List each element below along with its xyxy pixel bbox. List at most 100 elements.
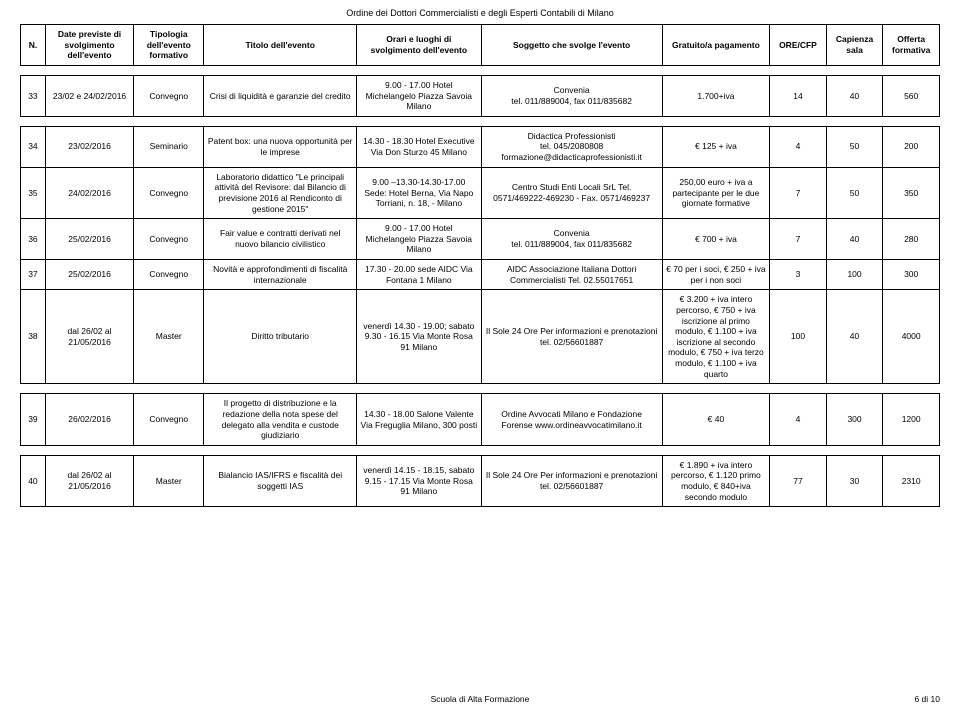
cell-date: dal 26/02 al 21/05/2016: [45, 455, 133, 507]
cell-off: 1200: [883, 394, 940, 446]
cell-orari: 9.00 –13.30-14.30-17.00 Sede: Hotel Bern…: [357, 167, 481, 219]
cell-orari: 9.00 - 17.00 Hotel Michelangelo Piazza S…: [357, 219, 481, 260]
table-row: 3926/02/2016ConvegnoIl progetto di distr…: [21, 394, 940, 446]
cell-grat: € 125 + iva: [662, 126, 770, 167]
table-row: 38dal 26/02 al 21/05/2016MasterDiritto t…: [21, 290, 940, 384]
cell-orari: 17.30 - 20.00 sede AIDC Via Fontana 1 Mi…: [357, 260, 481, 290]
cell-sogg: Il Sole 24 Ore Per informazioni e prenot…: [481, 455, 662, 507]
cell-orari: 14.30 - 18.00 Salone Valente Via Fregugl…: [357, 394, 481, 446]
cell-tipo: Seminario: [134, 126, 204, 167]
cell-n: 37: [21, 260, 46, 290]
cell-n: 38: [21, 290, 46, 384]
cell-sogg: Convenia tel. 011/889004, fax 011/835682: [481, 75, 662, 116]
cell-tipo: Convegno: [134, 260, 204, 290]
cell-grat: 250,00 euro + iva a partecipante per le …: [662, 167, 770, 219]
table-spacer: [21, 116, 940, 126]
col-titolo: Titolo dell'evento: [204, 25, 357, 66]
cell-sogg: Centro Studi Enti Locali SrL Tel. 0571/4…: [481, 167, 662, 219]
col-sogg: Soggetto che svolge l'evento: [481, 25, 662, 66]
cell-n: 40: [21, 455, 46, 507]
page-header: Ordine dei Dottori Commercialisti e degl…: [20, 8, 940, 18]
table-row: 40dal 26/02 al 21/05/2016MasterBialancio…: [21, 455, 940, 507]
cell-date: 23/02 e 24/02/2016: [45, 75, 133, 116]
cell-sogg: Convenia tel. 011/889004, fax 011/835682: [481, 219, 662, 260]
cell-titolo: Bialancio IAS/IFRS e fiscalità dei sogge…: [204, 455, 357, 507]
cell-off: 280: [883, 219, 940, 260]
cell-tipo: Convegno: [134, 75, 204, 116]
cell-sogg: Il Sole 24 Ore Per informazioni e prenot…: [481, 290, 662, 384]
cell-orari: 14.30 - 18.30 Hotel Executive Via Don St…: [357, 126, 481, 167]
cell-date: 23/02/2016: [45, 126, 133, 167]
cell-cap: 40: [826, 219, 883, 260]
col-tipo: Tipologia dell'evento formativo: [134, 25, 204, 66]
cell-grat: 1.700+iva: [662, 75, 770, 116]
cell-ore: 4: [770, 126, 827, 167]
cell-n: 39: [21, 394, 46, 446]
cell-titolo: Crisi di liquidità e garanzie del credit…: [204, 75, 357, 116]
cell-sogg: AIDC Associazione Italiana Dottori Comme…: [481, 260, 662, 290]
cell-n: 35: [21, 167, 46, 219]
cell-date: dal 26/02 al 21/05/2016: [45, 290, 133, 384]
table-row: 3423/02/2016SeminarioPatent box: una nuo…: [21, 126, 940, 167]
cell-off: 2310: [883, 455, 940, 507]
cell-orari: 9.00 - 17.00 Hotel Michelangelo Piazza S…: [357, 75, 481, 116]
table-spacer: [21, 65, 940, 75]
table-row: 3524/02/2016ConvegnoLaboratorio didattic…: [21, 167, 940, 219]
cell-off: 560: [883, 75, 940, 116]
cell-ore: 14: [770, 75, 827, 116]
cell-date: 25/02/2016: [45, 219, 133, 260]
cell-orari: venerdì 14.30 - 19.00; sabato 9.30 - 16.…: [357, 290, 481, 384]
table-spacer: [21, 445, 940, 455]
cell-tipo: Convegno: [134, 167, 204, 219]
footer-page-number: 6 di 10: [914, 694, 940, 704]
cell-off: 350: [883, 167, 940, 219]
cell-titolo: Diritto tributario: [204, 290, 357, 384]
cell-grat: € 700 + iva: [662, 219, 770, 260]
cell-ore: 7: [770, 219, 827, 260]
cell-titolo: Laboratorio didattico "Le principali att…: [204, 167, 357, 219]
table-row: 3725/02/2016ConvegnoNovità e approfondim…: [21, 260, 940, 290]
col-grat: Gratuito/a pagamento: [662, 25, 770, 66]
cell-ore: 3: [770, 260, 827, 290]
table-row: 3323/02 e 24/02/2016ConvegnoCrisi di liq…: [21, 75, 940, 116]
cell-tipo: Convegno: [134, 219, 204, 260]
cell-cap: 30: [826, 455, 883, 507]
cell-cap: 100: [826, 260, 883, 290]
cell-grat: € 3.200 + iva intero percorso, € 750 + i…: [662, 290, 770, 384]
col-off: Offerta formativa: [883, 25, 940, 66]
cell-date: 24/02/2016: [45, 167, 133, 219]
cell-sogg: Didactica Professionisti tel. 045/208080…: [481, 126, 662, 167]
cell-orari: venerdì 14.15 - 18.15, sabato 9.15 - 17.…: [357, 455, 481, 507]
cell-tipo: Master: [134, 290, 204, 384]
cell-cap: 300: [826, 394, 883, 446]
cell-grat: € 1.890 + iva intero percorso, € 1.120 p…: [662, 455, 770, 507]
cell-cap: 40: [826, 75, 883, 116]
cell-titolo: Il progetto di distribuzione e la redazi…: [204, 394, 357, 446]
cell-ore: 4: [770, 394, 827, 446]
cell-date: 25/02/2016: [45, 260, 133, 290]
cell-grat: € 70 per i soci, € 250 + iva per i non s…: [662, 260, 770, 290]
cell-cap: 50: [826, 167, 883, 219]
col-ore: ORE/CFP: [770, 25, 827, 66]
cell-titolo: Novità e approfondimenti di fiscalità in…: [204, 260, 357, 290]
table-row: 3625/02/2016ConvegnoFair value e contrat…: [21, 219, 940, 260]
cell-n: 34: [21, 126, 46, 167]
cell-tipo: Convegno: [134, 394, 204, 446]
cell-n: 33: [21, 75, 46, 116]
col-cap: Capienza sala: [826, 25, 883, 66]
events-table: N. Date previste di svolgimento dell'eve…: [20, 24, 940, 507]
cell-ore: 77: [770, 455, 827, 507]
col-orari: Orari e luoghi di svolgimento dell'event…: [357, 25, 481, 66]
cell-ore: 7: [770, 167, 827, 219]
cell-off: 200: [883, 126, 940, 167]
page-footer: Scuola di Alta Formazione 6 di 10: [0, 694, 960, 704]
col-n: N.: [21, 25, 46, 66]
footer-center: Scuola di Alta Formazione: [431, 694, 530, 704]
cell-titolo: Fair value e contratti derivati nel nuov…: [204, 219, 357, 260]
cell-tipo: Master: [134, 455, 204, 507]
table-header-row: N. Date previste di svolgimento dell'eve…: [21, 25, 940, 66]
cell-n: 36: [21, 219, 46, 260]
cell-titolo: Patent box: una nuova opportunità per le…: [204, 126, 357, 167]
table-spacer: [21, 384, 940, 394]
cell-off: 4000: [883, 290, 940, 384]
